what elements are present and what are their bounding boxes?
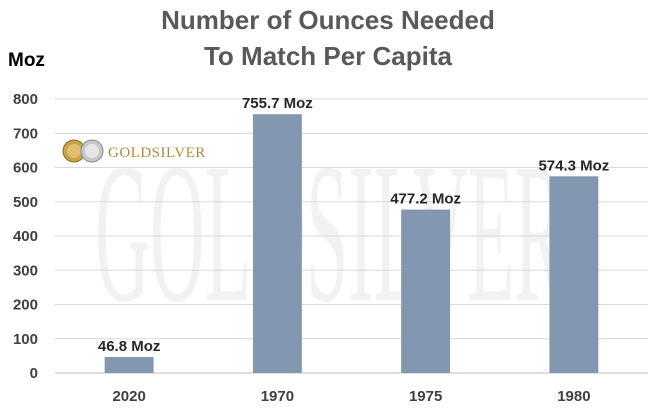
x-axis-categories: 2020 1970 1975 1980 xyxy=(112,388,590,405)
bar-1970 xyxy=(252,114,302,373)
y-tick-label: 400 xyxy=(13,228,38,245)
gridlines xyxy=(55,98,648,374)
y-tick-label: 500 xyxy=(13,194,38,211)
x-category-label: 1970 xyxy=(261,388,294,405)
x-category-label: 1975 xyxy=(409,388,442,405)
data-label: 46.8 Moz xyxy=(98,338,161,355)
data-labels: 46.8 Moz 755.7 Moz 477.2 Moz 574.3 Moz xyxy=(98,95,609,355)
y-tick-label: 300 xyxy=(13,262,38,279)
chart-title-line-2: To Match Per Capita xyxy=(204,41,453,71)
watermark: GOLDSILVER xyxy=(95,123,565,344)
y-axis-label: Moz xyxy=(8,50,45,71)
chart-title-line-1: Number of Ounces Needed xyxy=(161,5,495,35)
bar-1975 xyxy=(401,209,451,373)
data-label: 755.7 Moz xyxy=(242,95,313,112)
gold-silver-coins-icon xyxy=(62,139,104,163)
y-tick-label: 0 xyxy=(30,365,38,382)
goldsilver-logo: GOLDSILVER xyxy=(62,139,206,163)
y-tick-label: 100 xyxy=(13,331,38,348)
x-category-label: 2020 xyxy=(112,388,145,405)
x-category-label: 1980 xyxy=(557,388,590,405)
data-label: 574.3 Moz xyxy=(538,157,609,174)
y-tick-label: 600 xyxy=(13,160,38,177)
logo-wordmark: GOLDSILVER xyxy=(108,145,206,161)
data-label: 477.2 Moz xyxy=(390,191,461,208)
y-tick-label: 200 xyxy=(13,297,38,314)
y-axis-ticks: 0 100 200 300 400 500 600 700 800 xyxy=(13,91,38,382)
bar-2020 xyxy=(104,356,154,373)
y-tick-label: 800 xyxy=(13,91,38,108)
bar-1980 xyxy=(549,176,599,373)
bar-series xyxy=(104,114,599,373)
y-tick-label: 700 xyxy=(13,125,38,142)
